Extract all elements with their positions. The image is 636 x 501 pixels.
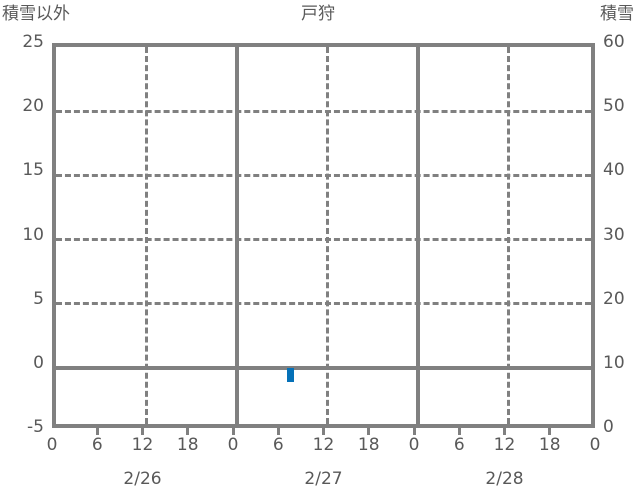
x-tick-label: 6 — [272, 435, 284, 455]
gridline-vertical — [416, 47, 420, 424]
y-tick-label-right: 50 — [603, 96, 625, 117]
gridline-horizontal — [56, 238, 591, 241]
x-tick-mark — [186, 428, 190, 435]
gridline-horizontal — [56, 109, 591, 113]
gridline-vertical — [145, 47, 148, 424]
y-tick-label-left: 0 — [33, 352, 44, 373]
x-tick-mark — [231, 428, 235, 435]
y-tick-label-left: 20 — [22, 96, 44, 117]
y-tick-label-right: 40 — [603, 160, 625, 181]
data-bar — [286, 367, 294, 382]
x-tick-label: 12 — [493, 435, 516, 455]
y-tick-label-right: 20 — [603, 288, 625, 309]
x-tick-mark — [503, 428, 506, 435]
gridline-horizontal — [56, 173, 591, 177]
y-tick-label-right: 10 — [603, 352, 625, 373]
x-group-label: 2/26 — [123, 469, 162, 489]
x-tick-mark — [457, 428, 461, 435]
x-tick-label: 0 — [408, 435, 420, 455]
gridline-horizontal — [56, 365, 591, 370]
x-tick-mark — [276, 428, 280, 435]
x-group-label: 2/28 — [485, 469, 524, 489]
gridline-vertical — [326, 47, 329, 424]
x-tick-mark — [95, 428, 99, 435]
x-tick-label: 12 — [131, 435, 154, 455]
y-tick-label-left: 15 — [22, 160, 44, 181]
y-tick-label-left: -5 — [27, 417, 44, 437]
x-tick-mark — [412, 428, 416, 435]
x-group-label: 2/27 — [304, 469, 343, 489]
y-tick-label-left: 25 — [22, 32, 44, 52]
chart-title: 戸狩 — [301, 4, 335, 24]
x-tick-label: 18 — [176, 435, 199, 455]
x-tick-mark — [322, 428, 325, 435]
plot-gridlines — [56, 47, 591, 424]
x-tick-label: 0 — [589, 435, 601, 455]
y-tick-label-right: 60 — [603, 32, 625, 52]
y-axis-right: 60 50 40 30 20 10 0 — [603, 0, 636, 501]
x-tick-label: 0 — [46, 435, 58, 455]
x-tick-label: 18 — [538, 435, 561, 455]
x-tick-mark — [367, 428, 371, 435]
y-axis-left: 25 20 15 10 5 0 -5 — [0, 0, 44, 501]
x-tick-label: 12 — [312, 435, 335, 455]
x-tick-label: 6 — [91, 435, 103, 455]
gridline-horizontal — [56, 302, 591, 306]
x-tick-mark — [548, 428, 552, 435]
right-axis-title: 積雪 — [600, 4, 634, 24]
plot-area — [52, 43, 595, 428]
left-axis-title: 積雪以外 — [2, 4, 70, 24]
y-tick-label-left: 5 — [33, 288, 44, 309]
x-tick-label: 18 — [357, 435, 380, 455]
y-tick-label-right: 30 — [603, 224, 625, 245]
y-tick-label-right: 0 — [603, 417, 614, 437]
x-tick-label: 0 — [227, 435, 239, 455]
x-tick-mark — [141, 428, 144, 435]
gridline-vertical — [235, 47, 239, 424]
y-tick-label-left: 10 — [22, 224, 44, 245]
x-tick-label: 6 — [453, 435, 465, 455]
gridline-vertical — [507, 47, 510, 424]
